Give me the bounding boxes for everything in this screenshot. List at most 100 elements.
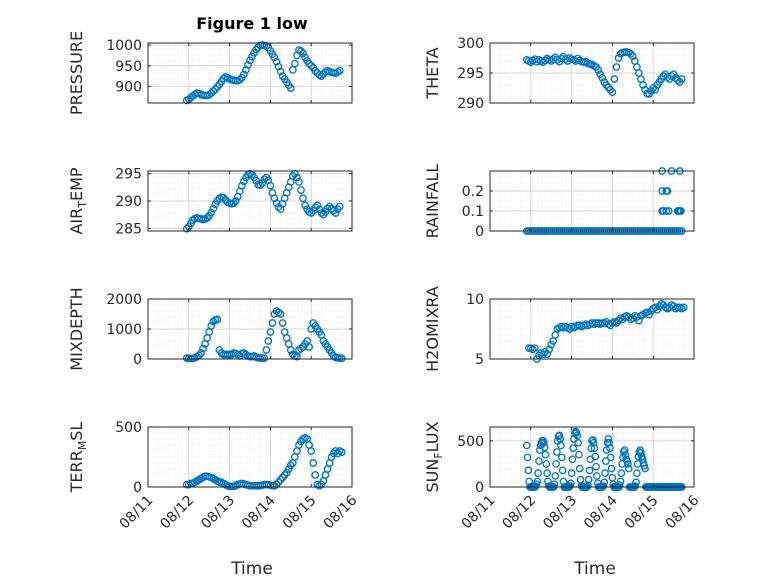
data-point: [635, 316, 643, 325]
y-tick-label: 0: [475, 480, 484, 496]
data-point: [602, 457, 610, 466]
x-tick-label: 08/16: [663, 492, 703, 532]
y-tick-label: 10: [466, 292, 484, 308]
data-point: [260, 354, 269, 362]
data-point: [615, 481, 624, 490]
data-point: [641, 464, 649, 473]
data-point: [270, 194, 279, 203]
data-point: [593, 472, 601, 480]
data-point: [617, 469, 626, 478]
data-point: [317, 72, 326, 80]
x-tick-label: 08/14: [239, 492, 279, 532]
data-point: [237, 181, 246, 190]
x-tick-label: 08/13: [540, 493, 580, 533]
data-point: [335, 202, 344, 211]
data-point: [601, 469, 609, 478]
data-point: [663, 187, 672, 195]
data-point: [620, 446, 629, 454]
data-point: [229, 199, 238, 208]
data-point: [590, 444, 599, 453]
data-point: [607, 464, 616, 473]
y-axis-label: TERRMSL: [67, 422, 89, 494]
data-point: [297, 344, 305, 353]
y-tick-label: 300: [457, 36, 484, 52]
data-point: [197, 349, 205, 357]
data-point: [631, 482, 640, 490]
data-point: [274, 308, 283, 317]
data-point: [248, 52, 256, 61]
data-point: [307, 447, 316, 455]
data-point: [325, 202, 334, 211]
data-point: [545, 345, 554, 354]
data-point: [573, 431, 582, 440]
data-point: [632, 478, 640, 487]
data-point: [584, 481, 592, 490]
data-point: [624, 464, 633, 473]
data-point: [673, 76, 682, 85]
data-point: [584, 475, 593, 484]
x-tick-label: 08/15: [280, 493, 320, 533]
data-point: [542, 460, 551, 468]
data-point: [286, 84, 295, 92]
x-tick-label: 08/16: [321, 492, 361, 532]
data-point: [329, 206, 338, 215]
data-point: [663, 73, 672, 82]
x-tick-label: 08/15: [622, 493, 662, 533]
y-axis-label: H2OMIXRA: [423, 286, 442, 372]
data-point: [276, 67, 285, 76]
y-axis-label: RAINFALL: [423, 164, 442, 239]
data-point: [209, 317, 218, 326]
data-point: [569, 444, 578, 453]
y-tick-label: 0: [133, 480, 142, 496]
y-tick-label: 500: [115, 420, 142, 436]
y-axis-label: PRESSURE: [67, 31, 86, 115]
data-point: [677, 207, 685, 215]
data-point: [297, 186, 305, 194]
data-point: [662, 207, 671, 215]
data-point: [337, 354, 346, 363]
data-point: [299, 194, 307, 203]
data-point: [531, 344, 539, 353]
data-point: [574, 438, 582, 447]
data-point: [588, 436, 596, 445]
data-point: [207, 322, 216, 330]
data-point: [540, 438, 548, 447]
data-point: [664, 207, 673, 215]
data-point: [199, 344, 207, 353]
data-point: [309, 459, 318, 467]
y-tick-label: 1000: [106, 38, 142, 54]
data-point: [276, 310, 285, 318]
data-point: [543, 469, 551, 478]
data-point: [553, 55, 562, 64]
subplot-terr_msl: 0 500 TERRMSL 08/11 08/12 08/13 08/14 08/15 08/1…: [67, 420, 361, 532]
data-point: [679, 303, 688, 312]
data-point: [260, 175, 269, 184]
data-point: [599, 482, 608, 490]
data-point: [305, 343, 314, 351]
data-point: [209, 87, 218, 95]
subplot-pressure: 900 950 1000 PRESSURE: [67, 31, 353, 115]
data-point: [286, 346, 295, 354]
data-point: [278, 319, 287, 327]
data-point: [659, 72, 668, 80]
subplot-mixdepth: 0 1000 2000 MIXDEPTH: [67, 287, 353, 371]
data-point: [591, 452, 600, 461]
axes-box: [147, 42, 353, 104]
data-point: [315, 205, 324, 214]
data-point: [589, 438, 598, 447]
data-point: [543, 350, 551, 359]
y-tick-label: 900: [115, 79, 142, 95]
y-tick-label: 285: [115, 221, 142, 237]
y-tick-label: 950: [115, 59, 142, 75]
data-point: [592, 462, 600, 471]
data-point: [540, 443, 549, 452]
data-point: [594, 66, 602, 74]
x-tick-label: 08/11: [459, 493, 499, 533]
x-tick-label: 08/13: [198, 493, 238, 533]
data-point: [606, 444, 614, 453]
data-point: [557, 453, 566, 462]
data-point: [541, 450, 550, 459]
data-point: [555, 431, 564, 440]
data-point: [337, 448, 346, 457]
data-point: [567, 469, 576, 478]
